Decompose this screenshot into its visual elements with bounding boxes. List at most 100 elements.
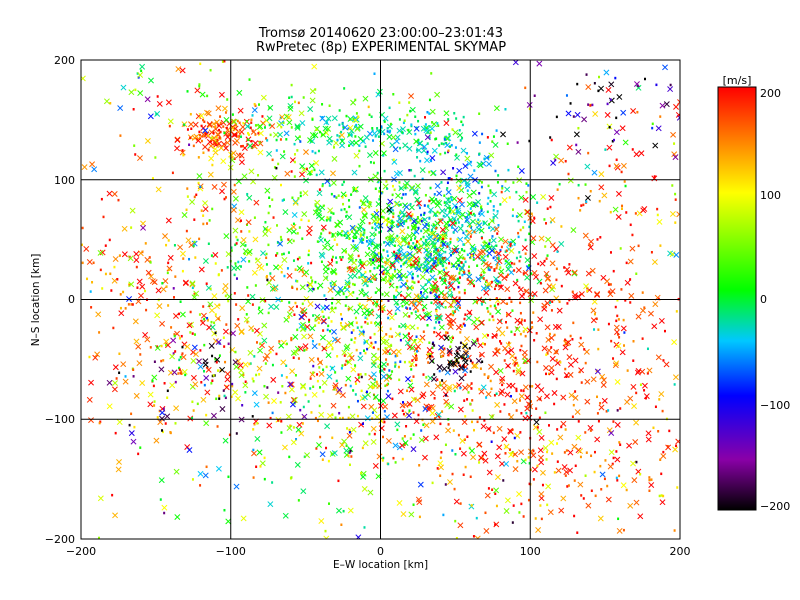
data-point-cross <box>439 226 446 233</box>
data-point-dot <box>162 407 165 411</box>
data-point-cross <box>456 197 463 204</box>
data-point-cross <box>334 221 341 228</box>
data-point-dot <box>492 431 495 435</box>
data-point-dot <box>210 381 213 385</box>
data-point-dot <box>414 132 417 136</box>
data-point-cross <box>524 274 531 281</box>
data-point-dot <box>455 153 458 156</box>
data-point-cross <box>474 535 481 539</box>
data-point-dot <box>478 387 481 391</box>
data-point-cross <box>464 180 471 186</box>
data-point-dot <box>475 516 478 520</box>
data-point-dot <box>199 62 202 66</box>
data-point-dot <box>348 451 351 454</box>
data-point-cross <box>443 225 450 232</box>
data-point-dot <box>320 260 323 264</box>
data-point-dot <box>619 443 622 447</box>
data-point-dot <box>223 131 226 135</box>
data-point-dot <box>565 375 568 379</box>
data-point-dot <box>264 299 267 303</box>
data-point-dot <box>114 431 117 435</box>
data-point-dot <box>326 328 329 332</box>
data-point-dot <box>525 411 528 415</box>
data-point-cross <box>619 125 626 132</box>
data-point-dot <box>426 323 429 327</box>
data-point-cross <box>420 391 427 398</box>
data-point-cross <box>322 264 329 271</box>
data-point-dot <box>462 355 465 359</box>
data-point-dot <box>519 431 522 434</box>
data-point-cross <box>434 383 441 390</box>
data-point-dot <box>349 384 352 388</box>
data-point-dot <box>331 255 334 259</box>
data-point-dot <box>623 331 626 334</box>
data-point-dot <box>311 339 314 343</box>
data-point-cross <box>240 237 247 243</box>
data-point-dot <box>277 162 280 166</box>
data-point-dot <box>473 214 476 217</box>
data-point-cross <box>455 177 462 184</box>
data-point-cross <box>532 424 539 431</box>
data-point-cross <box>605 496 612 503</box>
data-point-cross <box>341 349 348 356</box>
data-point-cross <box>493 521 500 528</box>
data-point-dot <box>505 320 508 324</box>
data-point-dot <box>348 285 351 288</box>
data-point-cross <box>561 464 568 470</box>
data-point-dot <box>161 281 164 285</box>
data-point-cross <box>404 324 411 331</box>
data-point-dot <box>384 384 387 388</box>
data-point-cross <box>450 275 457 281</box>
data-point-dot <box>219 115 222 118</box>
data-point-dot <box>290 338 293 342</box>
data-point-dot <box>344 363 347 367</box>
data-point-dot <box>266 386 269 389</box>
data-point-dot <box>523 319 526 322</box>
data-point-cross <box>120 361 127 368</box>
data-point-cross <box>340 392 346 399</box>
data-point-dot <box>357 115 360 118</box>
data-point-dot <box>556 442 559 445</box>
data-point-dot <box>435 264 438 268</box>
data-point-dot <box>277 391 280 394</box>
data-point-dot <box>519 311 522 315</box>
data-point-cross <box>587 244 594 251</box>
data-point-cross <box>503 508 510 514</box>
data-point-dot <box>444 231 447 235</box>
data-point-dot <box>246 223 249 226</box>
data-point-dot <box>523 220 526 224</box>
data-point-dot <box>224 294 227 298</box>
data-point-cross <box>221 181 227 188</box>
data-point-dot <box>366 340 369 343</box>
data-point-dot <box>459 139 462 142</box>
data-point-dot <box>318 188 321 191</box>
data-point-cross <box>435 411 442 418</box>
data-point-cross <box>546 347 553 354</box>
data-point-dot <box>450 262 453 266</box>
data-point-dot <box>434 278 437 282</box>
data-point-cross <box>488 152 495 159</box>
data-point-cross <box>158 477 165 484</box>
data-point-dot <box>540 517 543 521</box>
colorbar-tick-label: 200 <box>760 87 781 100</box>
data-point-cross <box>398 185 405 192</box>
data-point-dot <box>230 249 233 252</box>
data-point-dot <box>406 286 409 290</box>
data-point-dot <box>481 132 484 136</box>
data-point-dot <box>546 450 549 454</box>
data-point-dot <box>371 127 374 130</box>
data-point-cross <box>214 303 220 310</box>
data-point-cross <box>574 111 581 118</box>
data-point-dot <box>428 125 431 128</box>
data-point-dot <box>609 283 612 286</box>
data-point-dot <box>503 359 506 362</box>
data-point-dot <box>424 260 427 264</box>
data-point-cross <box>584 398 591 405</box>
data-point-dot <box>460 120 463 124</box>
data-point-cross <box>431 147 438 154</box>
data-point-cross <box>446 348 453 354</box>
data-point-dot <box>354 364 357 367</box>
data-point-dot <box>597 347 600 351</box>
data-point-cross <box>478 211 485 217</box>
data-point-dot <box>363 341 366 344</box>
